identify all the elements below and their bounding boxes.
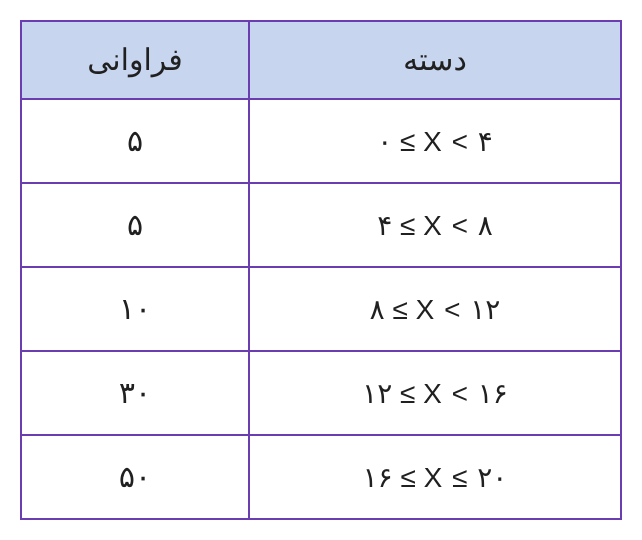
cell-frequency: ۵ [21, 183, 249, 267]
cell-frequency: ۱٠ [21, 267, 249, 351]
table-row: ۵ ۴ ≤ X < ۸ [21, 183, 621, 267]
cell-class: ۱۶ ≤ X ≤ ۲٠ [249, 435, 621, 519]
header-class: دسته [249, 21, 621, 99]
cell-class: ۴ ≤ X < ۸ [249, 183, 621, 267]
frequency-table-wrap: فراوانی دسته ۵ ٠ ≤ X < ۴ ۵ ۴ ≤ X < ۸ ۱٠ … [20, 20, 622, 520]
cell-class: ٠ ≤ X < ۴ [249, 99, 621, 183]
cell-frequency: ۵٠ [21, 435, 249, 519]
table-row: ۵٠ ۱۶ ≤ X ≤ ۲٠ [21, 435, 621, 519]
cell-class: ۸ ≤ X < ۱۲ [249, 267, 621, 351]
table-row: ۱٠ ۸ ≤ X < ۱۲ [21, 267, 621, 351]
cell-frequency: ۳٠ [21, 351, 249, 435]
table-header-row: فراوانی دسته [21, 21, 621, 99]
table-row: ۳٠ ۱۲ ≤ X < ۱۶ [21, 351, 621, 435]
table-row: ۵ ٠ ≤ X < ۴ [21, 99, 621, 183]
cell-frequency: ۵ [21, 99, 249, 183]
frequency-table: فراوانی دسته ۵ ٠ ≤ X < ۴ ۵ ۴ ≤ X < ۸ ۱٠ … [20, 20, 622, 520]
header-frequency: فراوانی [21, 21, 249, 99]
cell-class: ۱۲ ≤ X < ۱۶ [249, 351, 621, 435]
